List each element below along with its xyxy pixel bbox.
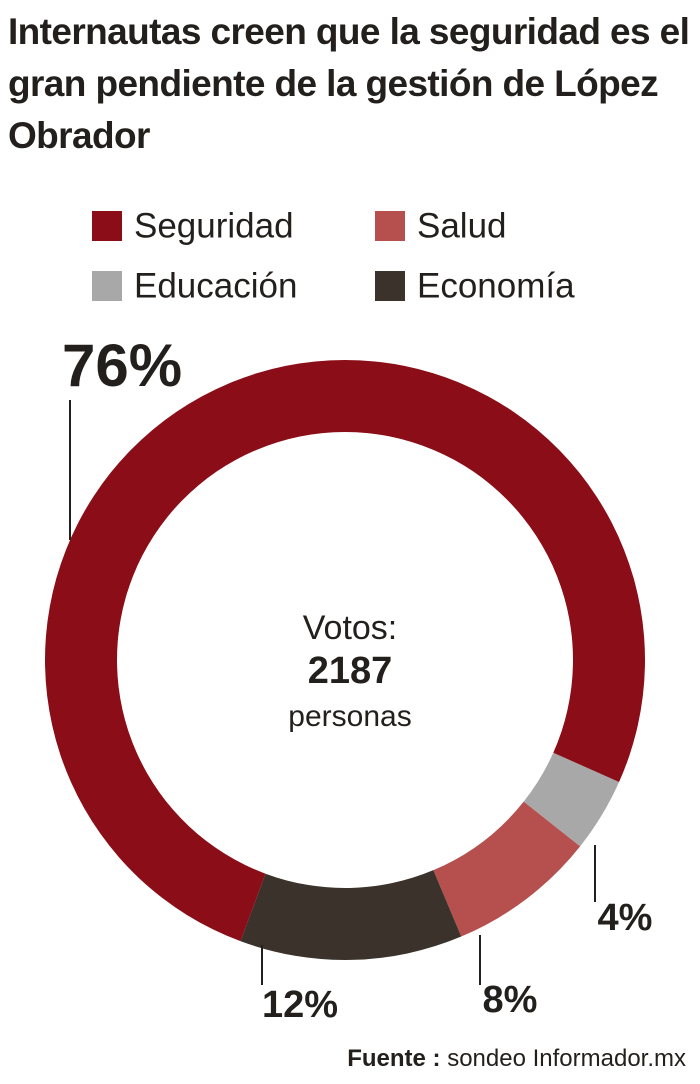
value-label: 4%	[598, 897, 653, 939]
legend-swatch	[375, 211, 405, 241]
legend-label: Salud	[417, 206, 507, 245]
legend-swatch	[375, 271, 405, 301]
legend-swatch	[92, 211, 122, 241]
value-label: 76%	[62, 332, 182, 399]
source-label: Fuente :	[347, 1045, 440, 1072]
center-label: Votos:	[303, 609, 398, 647]
donut-segment	[433, 801, 581, 937]
donut-segment	[240, 870, 462, 960]
legend-swatch	[92, 271, 122, 301]
center-value: 2187	[308, 650, 393, 692]
center-unit: personas	[288, 700, 411, 733]
source-text: sondeo Informador.mx	[447, 1045, 686, 1072]
source: Fuente : sondeo Informador.mx	[347, 1045, 686, 1072]
legend-label: Seguridad	[134, 206, 294, 245]
legend-label: Economía	[417, 266, 575, 305]
donut-segment	[523, 752, 620, 847]
chart-title: Internautas creen que la seguridad es el…	[8, 11, 690, 156]
value-label: 12%	[262, 984, 338, 1026]
value-label: 8%	[483, 979, 538, 1021]
legend-label: Educación	[134, 266, 297, 305]
